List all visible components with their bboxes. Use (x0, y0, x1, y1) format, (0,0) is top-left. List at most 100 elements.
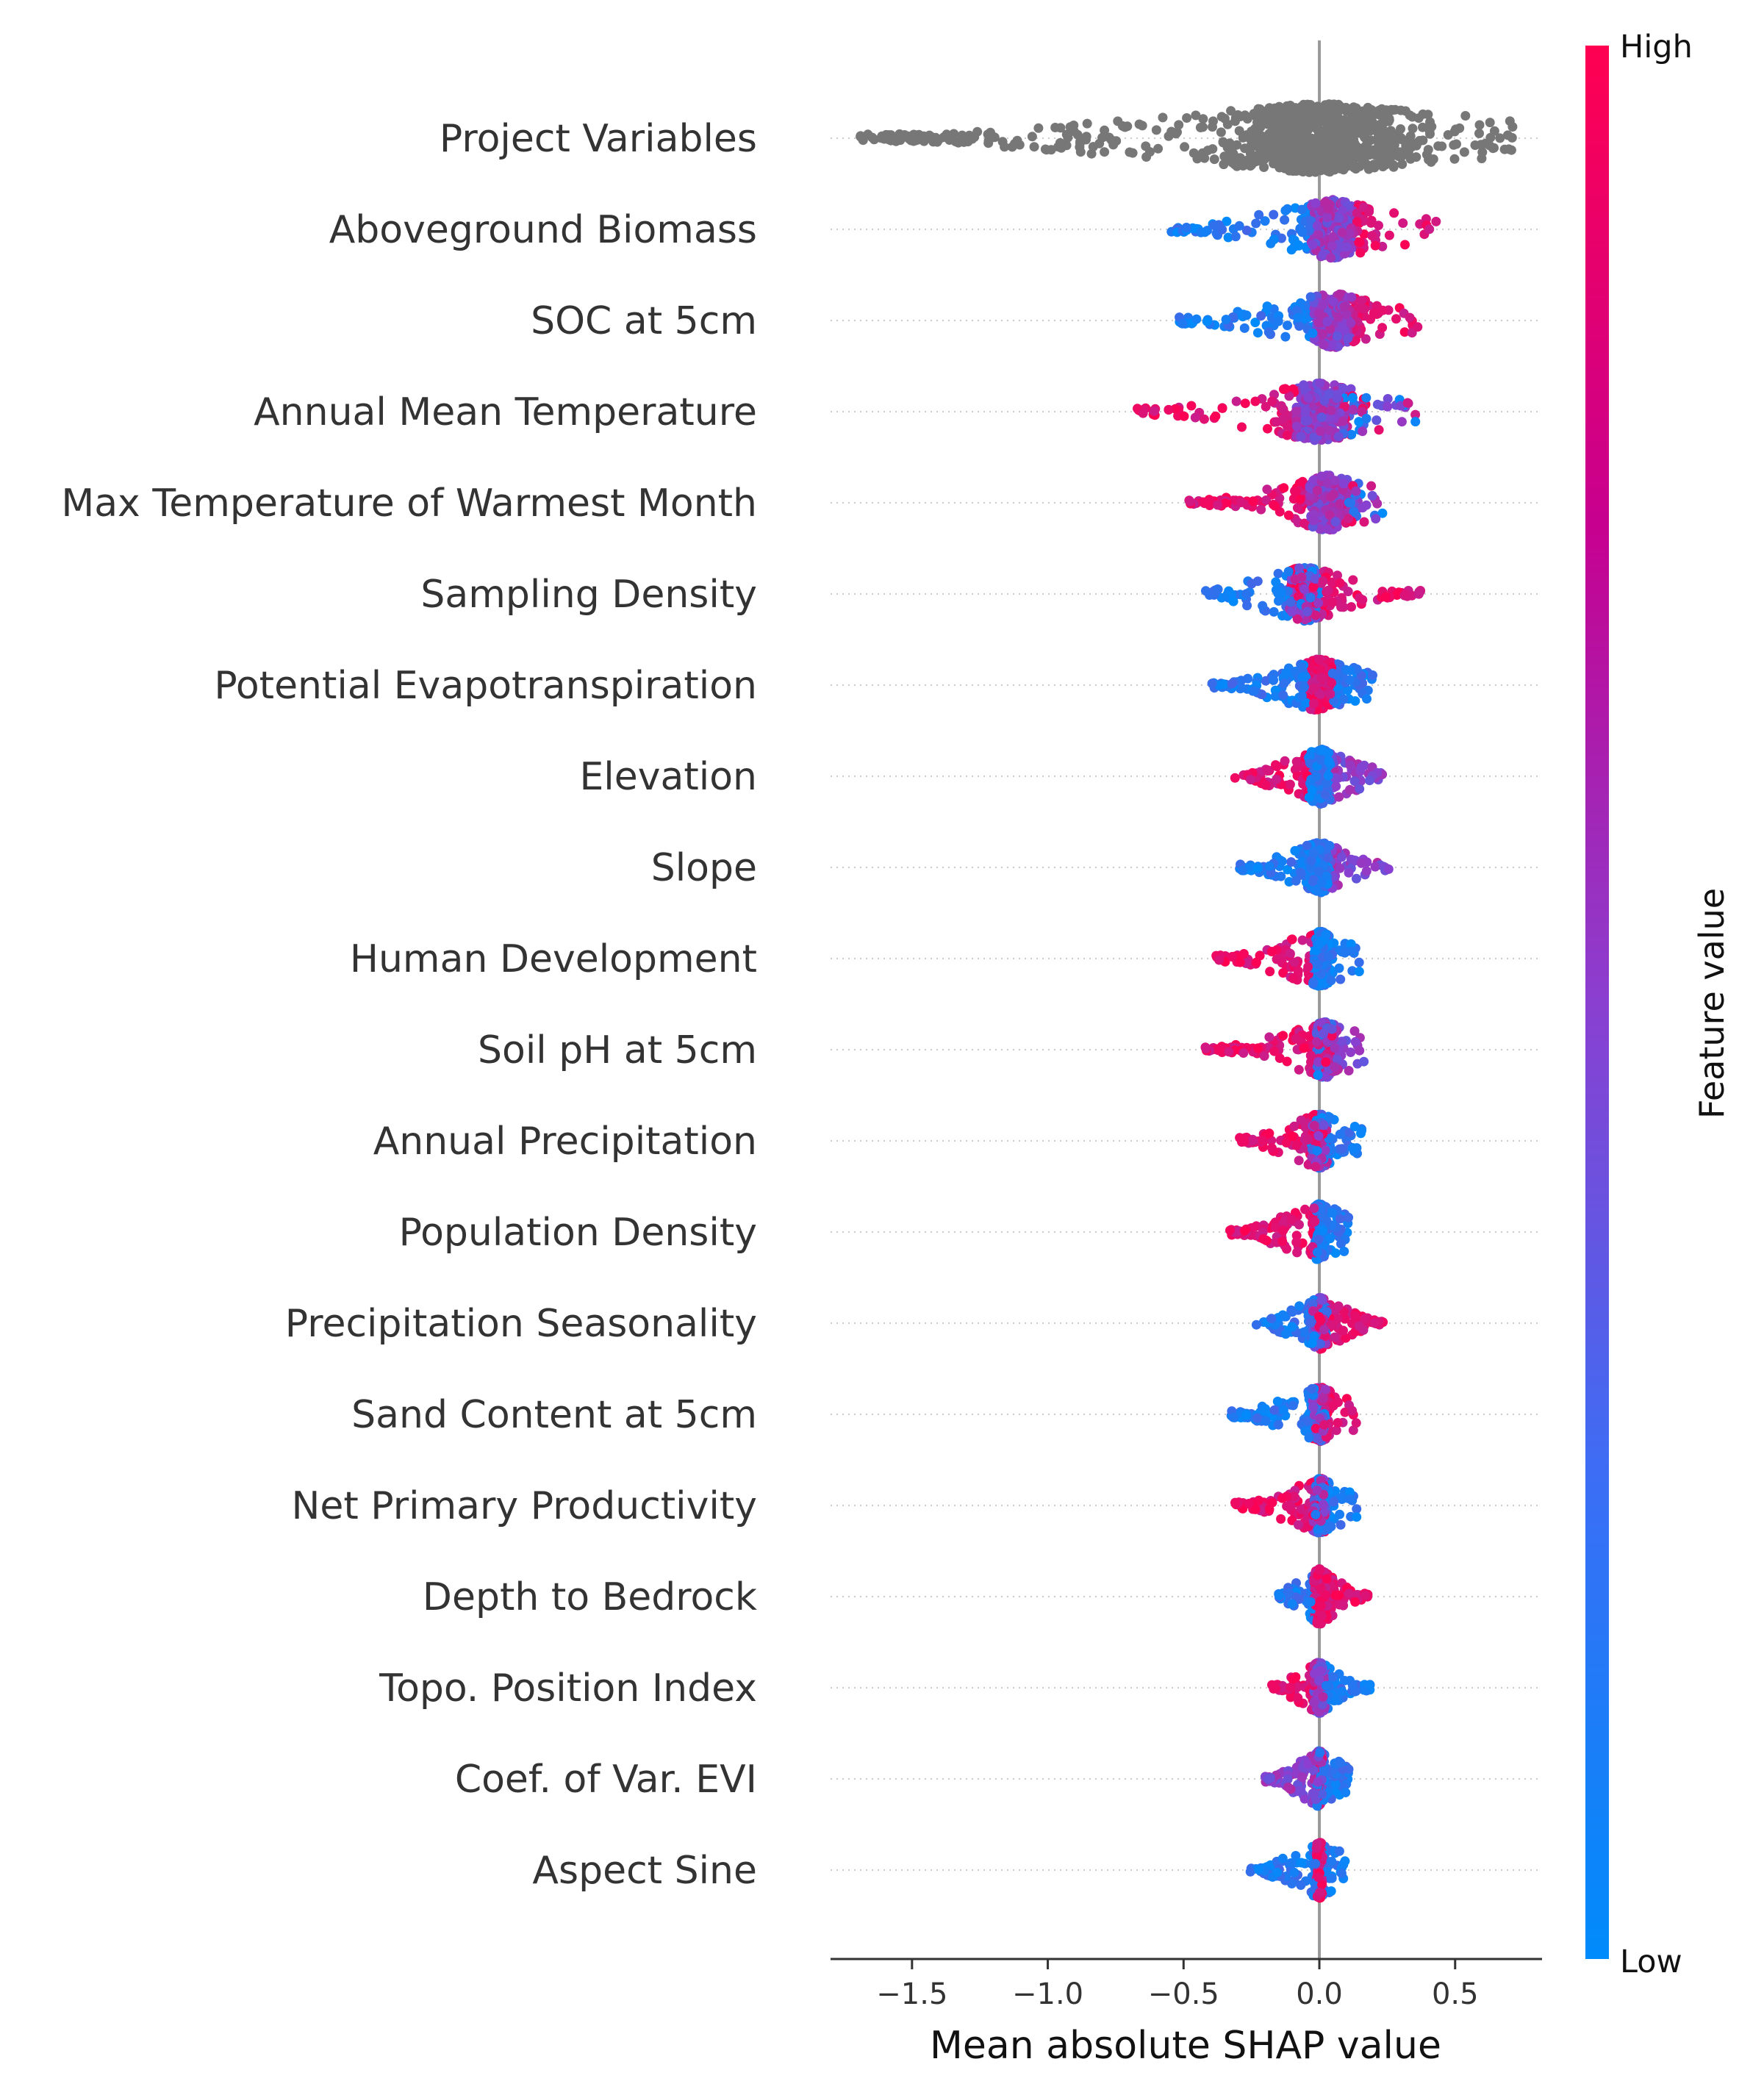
shap-point (1287, 606, 1297, 617)
feature-points (1230, 745, 1388, 809)
shap-point (1314, 655, 1324, 665)
shap-point (1304, 792, 1314, 803)
shap-point (1413, 589, 1424, 599)
shap-point (1282, 1056, 1292, 1067)
shap-point (1431, 216, 1441, 226)
shap-point (1305, 112, 1315, 122)
shap-point (1294, 1301, 1305, 1311)
shap-point (1226, 106, 1236, 116)
shap-point (1335, 974, 1346, 984)
shap-point (1297, 691, 1307, 701)
shap-point (1277, 856, 1287, 867)
shap-point (1185, 497, 1195, 506)
feature-points (1184, 470, 1388, 535)
shap-point (1355, 237, 1365, 248)
shap-point (1383, 401, 1393, 412)
shap-point (906, 135, 916, 146)
shap-point (1327, 678, 1336, 688)
shap-point (891, 136, 901, 146)
shap-point (1372, 399, 1383, 409)
shap-point (1362, 694, 1372, 704)
shap-point (1271, 577, 1281, 587)
shap-point (1411, 152, 1421, 162)
shap-point (1489, 126, 1499, 136)
shap-point (1364, 150, 1374, 160)
shap-point (1216, 223, 1226, 234)
shap-point (1134, 119, 1144, 129)
shap-point (1354, 967, 1364, 977)
shap-point (1191, 110, 1201, 121)
shap-point (1297, 935, 1308, 945)
shap-point (1322, 317, 1333, 327)
shap-point (1153, 143, 1164, 154)
shap-point (1337, 1144, 1347, 1154)
shap-point (1413, 137, 1423, 147)
shap-point (1361, 866, 1372, 876)
shap-point (1239, 323, 1250, 333)
shap-point (1405, 312, 1415, 323)
shap-point (1355, 152, 1365, 162)
shap-point (1294, 115, 1305, 125)
shap-point (1330, 152, 1341, 162)
shap-point (1335, 578, 1345, 588)
shap-point (1286, 857, 1297, 867)
shap-point (1252, 1043, 1263, 1053)
shap-point (1007, 142, 1017, 152)
shap-point (1262, 484, 1272, 495)
shap-point (1367, 490, 1377, 501)
shap-point (1313, 939, 1324, 950)
shap-point (1364, 207, 1374, 217)
shap-point (1315, 378, 1324, 388)
shap-point (1297, 572, 1307, 582)
shap-point (1360, 334, 1371, 344)
shap-point (1294, 240, 1304, 251)
shap-point (1283, 320, 1292, 331)
shap-point (1236, 498, 1247, 507)
shap-point (1330, 476, 1340, 486)
shap-point (1088, 142, 1098, 152)
shap-point (1286, 157, 1297, 167)
shap-point (1292, 306, 1302, 316)
shap-point (1299, 380, 1309, 390)
shap-point (1195, 123, 1205, 132)
shap-point (1326, 253, 1335, 263)
shap-point (1348, 575, 1358, 585)
shap-point (1294, 1064, 1304, 1075)
shap-point (1357, 296, 1367, 306)
shap-point (1260, 154, 1270, 164)
feature-points (1211, 926, 1364, 991)
shap-point (1239, 1136, 1250, 1147)
shap-point (1251, 218, 1261, 229)
shap-point (1097, 132, 1108, 143)
shap-point (1255, 104, 1265, 114)
shap-point (1072, 129, 1083, 140)
shap-point (1317, 300, 1327, 310)
shap-point (1237, 422, 1247, 432)
shap-point (1374, 425, 1384, 435)
shap-point (1322, 212, 1333, 223)
shap-point (1350, 140, 1360, 151)
shap-point (1337, 206, 1347, 216)
shap-point (1396, 417, 1407, 427)
shap-point (983, 136, 994, 146)
shap-point (1254, 210, 1264, 220)
shap-point (1300, 405, 1311, 415)
shap-point (856, 131, 866, 141)
shap-point (1120, 122, 1130, 132)
shap-point (1325, 689, 1335, 699)
shap-point (1302, 840, 1312, 850)
shap-point (1231, 396, 1241, 407)
shap-point (1308, 515, 1319, 526)
shap-point (1366, 481, 1377, 491)
shap-point (1383, 864, 1394, 874)
shap-point (1280, 756, 1290, 766)
shap-point (1258, 1136, 1268, 1146)
shap-point (1266, 947, 1277, 956)
shap-point (1286, 118, 1297, 129)
shap-point (1313, 959, 1323, 970)
shap-point (1345, 760, 1355, 770)
shap-point (1260, 216, 1270, 226)
shap-point (1240, 143, 1250, 154)
shap-point (1258, 601, 1268, 611)
shap-point (1324, 425, 1334, 435)
